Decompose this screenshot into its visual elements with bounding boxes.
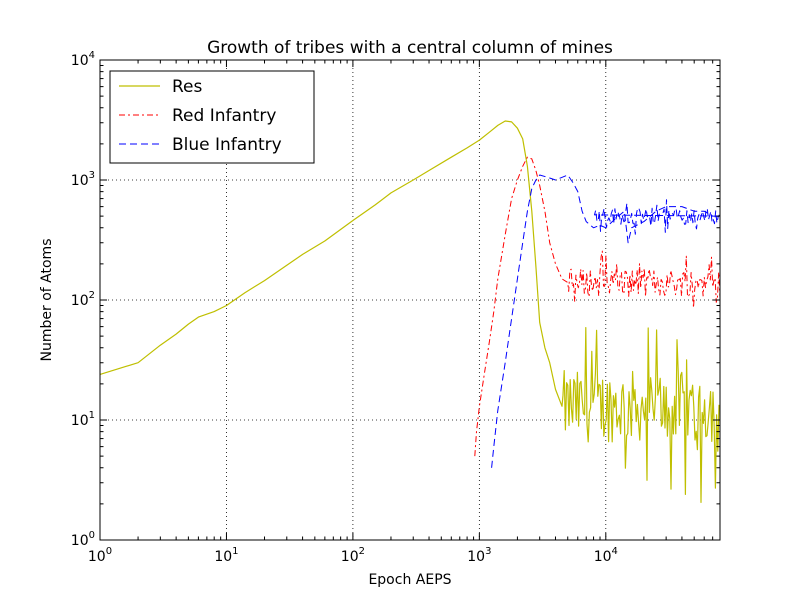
x-tick-label: 104 <box>594 546 618 565</box>
axis-ticks <box>99 59 721 541</box>
y-tick-label: 104 <box>71 50 95 69</box>
series-line-red-infantry <box>474 156 721 457</box>
legend-label-red-infantry: Red Infantry <box>172 106 276 126</box>
series-line-res <box>99 120 720 503</box>
x-tick-labels: 100 101 102 103 104 <box>88 546 618 565</box>
x-tick-label: 103 <box>467 546 491 565</box>
x-tick-label: 100 <box>88 546 112 565</box>
series-layer <box>99 120 721 503</box>
legend: Res Red Infantry Blue Infantry <box>109 70 315 164</box>
x-tick-label: 101 <box>214 546 238 565</box>
y-tick-labels: 100 101 102 103 104 <box>71 50 95 549</box>
legend-box <box>109 70 315 164</box>
chart-title: Growth of tribes with a central column o… <box>207 38 613 58</box>
legend-label-blue-infantry: Blue Infantry <box>172 135 282 155</box>
x-axis-label: Epoch AEPS <box>368 572 451 588</box>
y-tick-label: 100 <box>71 530 95 549</box>
x-tick-label: 102 <box>341 546 365 565</box>
y-tick-label: 103 <box>71 170 95 189</box>
y-tick-label: 102 <box>71 290 95 309</box>
series-line-blue-infantry <box>491 174 721 468</box>
legend-label-res: Res <box>172 77 203 97</box>
y-tick-label: 101 <box>71 410 95 429</box>
y-axis-label: Number of Atoms <box>39 239 55 362</box>
